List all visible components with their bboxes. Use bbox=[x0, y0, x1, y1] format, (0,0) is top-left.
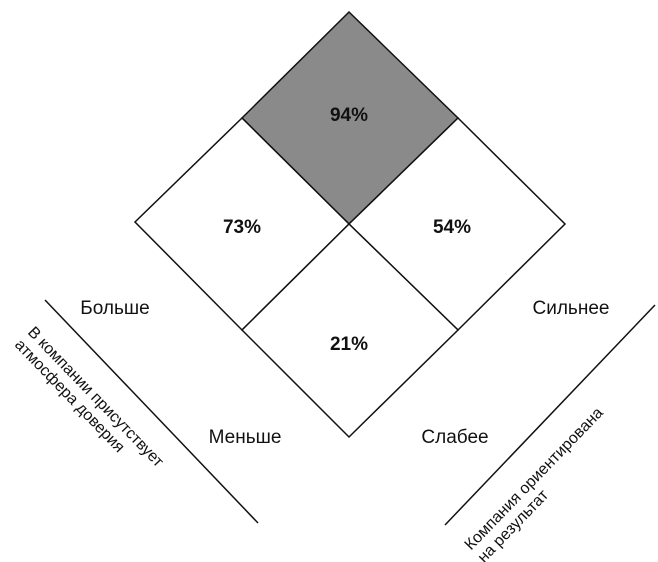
axis-title-line: В компании присутствует bbox=[24, 324, 167, 471]
cell-label: 54% bbox=[433, 217, 471, 238]
axis-high-label: Сильнее bbox=[533, 298, 610, 319]
bottom-cell bbox=[240, 222, 460, 439]
cell-label: 21% bbox=[330, 334, 368, 355]
axis-low-label: Меньше bbox=[209, 427, 282, 448]
axis-line bbox=[444, 304, 656, 526]
axis-high-label: Больше bbox=[80, 298, 149, 319]
cell-label: 94% bbox=[330, 105, 368, 126]
axis-low-label: Слабее bbox=[421, 427, 488, 448]
axis-line bbox=[44, 299, 259, 524]
axis-title-line: атмосфера доверия bbox=[11, 336, 127, 456]
cell-label: 73% bbox=[223, 217, 261, 238]
